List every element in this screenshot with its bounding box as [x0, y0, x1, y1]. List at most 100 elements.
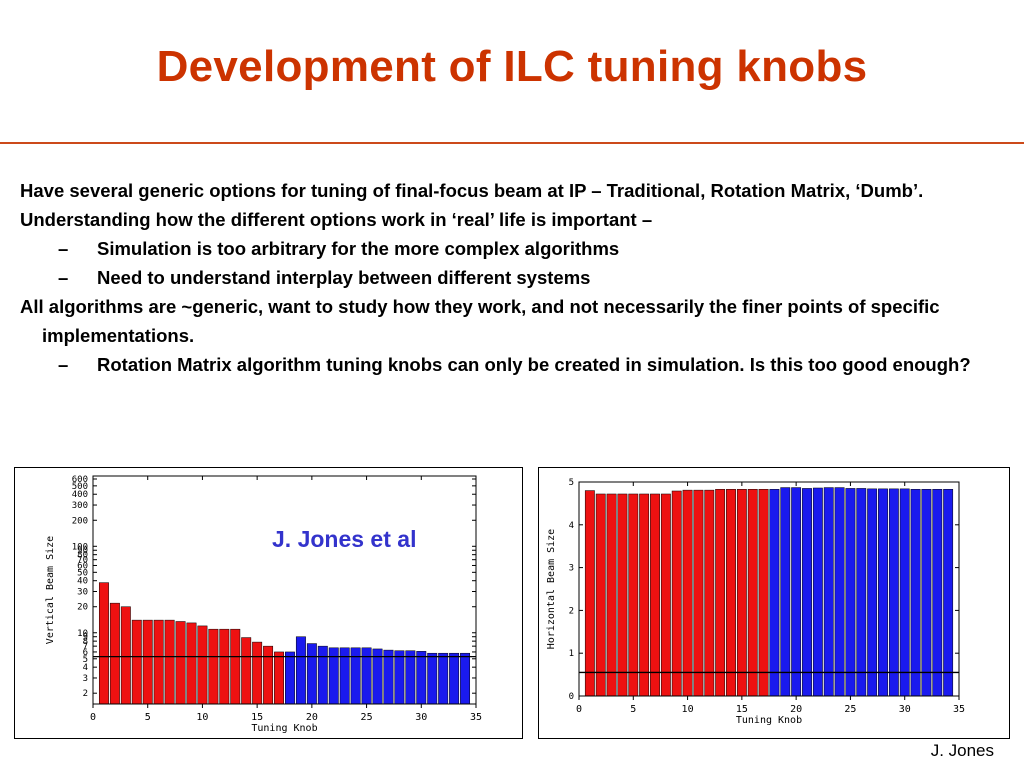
x-axis-title: Tuning Knob	[251, 723, 317, 734]
bar	[834, 487, 845, 697]
bar	[888, 488, 899, 697]
y-tick-label: 2	[569, 606, 574, 616]
author-footer: J. Jones	[930, 741, 994, 760]
bar	[693, 489, 704, 697]
x-tick-label: 30	[899, 704, 911, 715]
x-tick-label: 0	[576, 704, 582, 715]
y-tick-label: 70	[77, 556, 88, 566]
x-tick-label: 30	[415, 712, 427, 723]
bar	[780, 487, 791, 697]
slide-title: Development of ILC tuning knobs	[156, 42, 868, 91]
x-axis-title: Tuning Knob	[736, 715, 802, 726]
bar	[715, 489, 726, 697]
bar	[394, 650, 405, 705]
y-tick-label: 60	[77, 561, 88, 571]
bar	[943, 489, 954, 697]
x-tick-label: 15	[251, 712, 263, 723]
bar	[175, 621, 186, 705]
bar	[263, 645, 274, 705]
bar	[219, 628, 230, 705]
bar	[142, 619, 153, 705]
y-tick-label: 3	[569, 564, 574, 574]
bar	[186, 622, 197, 705]
bar	[639, 493, 650, 697]
x-tick-label: 10	[196, 712, 208, 723]
bar	[120, 606, 131, 705]
y-tick-label: 90	[77, 546, 88, 556]
y-axis-title: Horizontal Beam Size	[546, 529, 557, 649]
horizontal-beam-chart: 0 5 10 15 20 25 30 35 0 1 2 3 4 5 Tuning Knob Horizonta…	[546, 478, 965, 726]
bar	[416, 651, 427, 705]
bar	[747, 489, 758, 697]
bar	[823, 487, 834, 697]
y-tick-label: 4	[83, 663, 88, 673]
bullet-item: Understanding how the different options …	[20, 209, 653, 230]
plot-frame	[578, 481, 960, 697]
bar	[584, 490, 595, 697]
vertical-beam-chart: 0 5 10 15 20 25 30 3523456789102030405060708090…	[45, 475, 482, 734]
bar	[252, 641, 263, 705]
y-tick-label: 20	[77, 603, 88, 613]
y-tick-label: 5	[569, 478, 574, 488]
bar	[153, 619, 164, 705]
x-tick-label: 5	[630, 704, 636, 715]
vertical-beam-chart-panel: 0 5 10 15 20 25 30 35 2 3 4 5 6 7 8 9 10 20 30 40 50 60 70 80 90…	[14, 467, 523, 739]
y-tick-label: 2	[83, 689, 88, 699]
x-tick-label: 10	[682, 704, 694, 715]
bar	[427, 652, 438, 705]
bar	[628, 493, 639, 697]
bar	[274, 651, 284, 705]
bar	[791, 487, 802, 697]
y-axis-title: Vertical Beam Size	[45, 536, 56, 644]
bar	[671, 490, 682, 697]
bar	[241, 637, 252, 705]
y-tick-label: 600	[72, 475, 88, 485]
sub-bullet-text: Simulation is too arbitrary for the more…	[97, 238, 620, 259]
x-tick-label: 35	[470, 712, 482, 723]
bar	[438, 652, 449, 705]
y-tick-label: 4	[569, 521, 574, 531]
sub-bullet-item: – Simulation is too arbitrary for the mor…	[58, 238, 620, 259]
bar	[769, 489, 780, 697]
bar	[736, 489, 747, 697]
x-tick-label: 5	[145, 712, 151, 723]
bar	[802, 488, 812, 697]
bar	[910, 489, 921, 697]
bar	[921, 489, 932, 697]
bar	[595, 493, 606, 697]
y-tick-label: 40	[77, 577, 88, 587]
y-tick-label: 400	[72, 490, 88, 500]
bullet-list: Have several generic options for tuning …	[20, 176, 1010, 379]
bar	[383, 649, 394, 705]
bar	[682, 489, 693, 697]
bullet-item: All algorithms are ~generic, want to stu…	[20, 296, 940, 346]
x-tick-label: 20	[790, 704, 802, 715]
sub-bullet-text: Rotation Matrix algorithm tuning knobs c…	[97, 354, 971, 375]
chart-annotation: J. Jones et al	[272, 526, 417, 552]
x-tick-label: 20	[306, 712, 318, 723]
bar	[306, 643, 317, 705]
bar	[704, 489, 715, 697]
sub-bullet-item: – Need to understand interplay between di…	[58, 267, 591, 288]
plot-frame	[92, 475, 477, 705]
bar	[650, 493, 660, 697]
sub-bullet-text: Need to understand interplay between dif…	[97, 267, 591, 288]
bar	[845, 488, 856, 697]
bar	[758, 489, 769, 697]
bar	[230, 628, 241, 705]
bar	[109, 602, 120, 705]
y-tick-label: 50	[77, 568, 88, 578]
bar	[856, 488, 867, 697]
bar	[617, 493, 628, 697]
bar	[197, 625, 208, 705]
bullet-item: Have several generic options for tuning …	[20, 180, 924, 201]
bar	[295, 636, 306, 705]
bar	[164, 619, 175, 705]
y-tick-label: 3	[83, 674, 88, 684]
y-tick-label: 1	[569, 649, 574, 659]
bar	[867, 488, 878, 697]
y-tick-label: 7	[83, 642, 88, 652]
bar	[285, 651, 295, 705]
x-tick-label: 15	[736, 704, 748, 715]
y-tick-label: 30	[77, 588, 88, 598]
